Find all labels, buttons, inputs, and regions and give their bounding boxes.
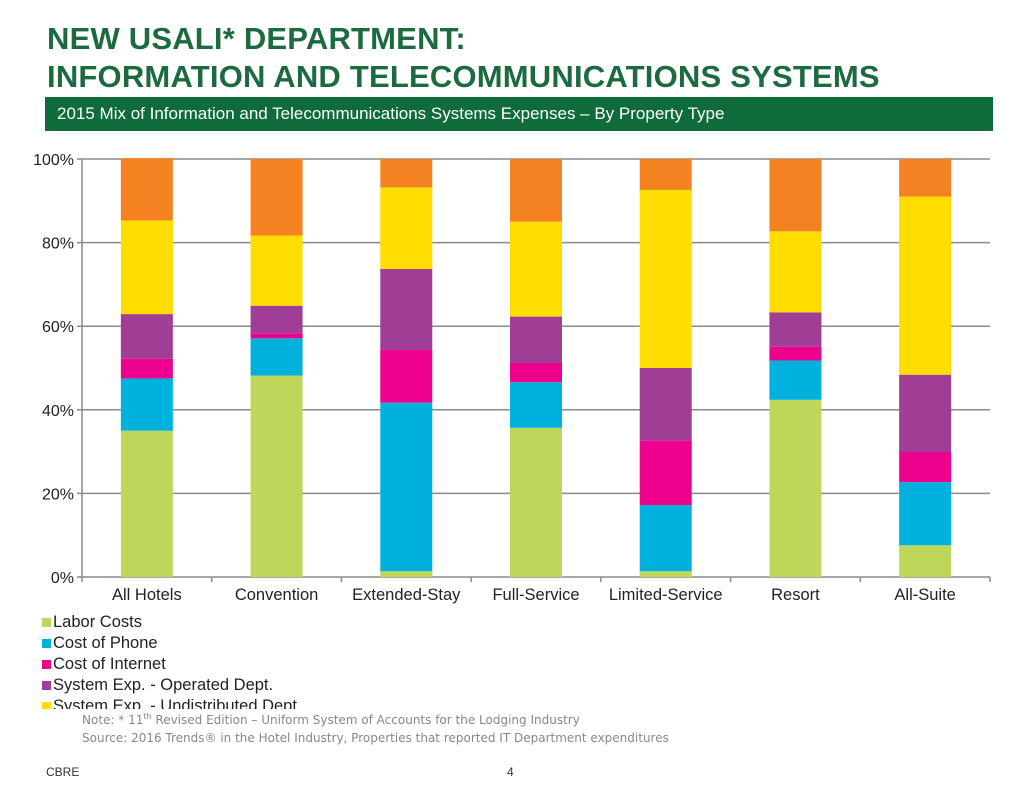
legend-label: Cost of Internet — [53, 655, 166, 673]
bar-segment — [639, 505, 692, 572]
bar-segment — [120, 220, 173, 315]
bar-segment — [380, 350, 433, 403]
subtitle-banner: 2015 Mix of Information and Telecommunic… — [45, 97, 993, 131]
bar-segment — [899, 452, 952, 483]
bar-segment — [899, 374, 952, 453]
bar-segment — [639, 189, 692, 368]
x-tick-label: Convention — [235, 586, 318, 604]
bar-segment — [250, 375, 303, 577]
x-tick-label: Full-Service — [492, 586, 579, 604]
legend-item: Labor Costs — [42, 612, 442, 633]
bar-segment — [510, 316, 562, 363]
bar-segment — [380, 402, 433, 572]
y-tick-label: 40% — [42, 403, 74, 420]
x-tick-label: Extended-Stay — [352, 586, 461, 604]
footer-brand: CBRE — [46, 765, 80, 779]
bar-segment — [769, 231, 822, 313]
bar-segment — [639, 571, 692, 577]
bar-segment — [899, 196, 952, 375]
bar-segment — [510, 382, 562, 428]
bar-segment — [899, 482, 952, 546]
x-tick-label: Resort — [771, 586, 820, 604]
bar-segment — [510, 221, 562, 317]
bar-segment — [120, 358, 173, 379]
note-text-rest: Revised Edition – Uniform System of Acco… — [151, 713, 580, 727]
y-tick-label: 80% — [42, 236, 74, 253]
bar-segment — [120, 430, 173, 577]
bar-segment — [769, 312, 822, 347]
bar-segment — [250, 305, 303, 334]
legend-swatch — [42, 702, 51, 709]
legend-label: System Exp. - Operated Dept. — [53, 676, 274, 694]
bar-segment — [380, 268, 433, 351]
bar-segment — [510, 427, 562, 577]
legend-swatch — [42, 639, 51, 648]
legend-item: System Exp. - Undistributed Dept. — [42, 696, 442, 709]
bar-segment — [639, 368, 692, 441]
note: Note: * 11th Revised Edition – Uniform S… — [82, 712, 580, 727]
x-tick-label: Limited-Service — [609, 586, 723, 604]
bar-segment — [380, 159, 433, 188]
bar-segment — [769, 346, 822, 361]
legend: Labor Costs Cost of Phone Cost of Internet… — [42, 612, 442, 709]
x-tick-label: All Hotels — [112, 586, 182, 604]
bar-segment — [510, 362, 562, 383]
y-tick-label: 100% — [33, 152, 74, 169]
y-tick-label: 20% — [42, 486, 74, 503]
legend-swatch — [42, 660, 51, 669]
bar-segment — [769, 159, 822, 232]
source-note: Source: 2016 Trends® in the Hotel Indust… — [82, 731, 669, 745]
legend-item: Cost of Phone — [42, 633, 442, 654]
x-tick-label: All-Suite — [894, 586, 955, 604]
legend-swatch — [42, 618, 51, 627]
bar-segment — [510, 159, 562, 222]
bar-segment — [769, 399, 822, 577]
bar-segment — [120, 158, 173, 221]
legend-label: Labor Costs — [53, 613, 142, 631]
page-number: 4 — [507, 765, 514, 779]
bar-segment — [120, 378, 173, 431]
bar-segment — [769, 360, 822, 400]
legend-label: System Exp. - Undistributed Dept. — [53, 697, 302, 709]
bar-segment — [899, 159, 952, 197]
bar-segment — [250, 333, 303, 339]
legend-item: Cost of Internet — [42, 654, 442, 675]
bar-segment — [639, 159, 692, 190]
note-superscript: th — [143, 712, 152, 721]
bar-segment — [250, 159, 303, 236]
legend-swatch — [42, 681, 51, 690]
legend-label: Cost of Phone — [53, 634, 158, 652]
bar-segment — [380, 187, 433, 269]
y-tick-label: 0% — [51, 570, 74, 587]
bar-segment — [639, 440, 692, 506]
bar-segment — [250, 338, 303, 376]
bar-segment — [380, 571, 433, 577]
bar-segment — [250, 235, 303, 306]
y-tick-label: 60% — [42, 319, 74, 336]
title-line-1: NEW USALI* DEPARTMENT: — [47, 21, 466, 56]
legend-item: System Exp. - Operated Dept. — [42, 675, 442, 696]
bar-segment — [899, 545, 952, 577]
title-line-2: INFORMATION AND TELECOMMUNICATIONS SYSTE… — [47, 59, 880, 94]
bar-segment — [120, 314, 173, 359]
stacked-bar-chart: 0% 20% 40% 60% 80% 100% All Hotels Convention Ex… — [33, 152, 991, 604]
note-text: Note: * 11 — [82, 713, 144, 727]
